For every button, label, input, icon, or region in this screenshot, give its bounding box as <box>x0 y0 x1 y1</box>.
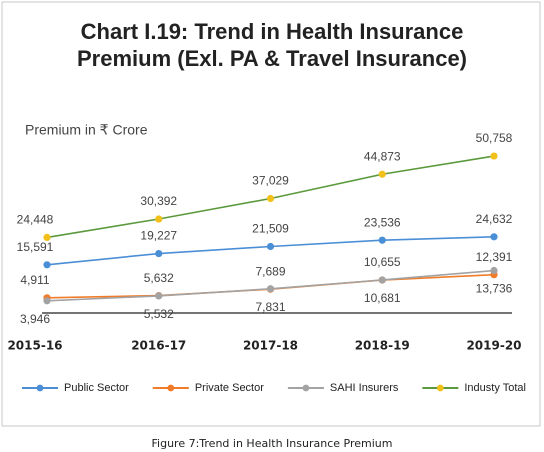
value-label: 7,831 <box>255 300 285 314</box>
point <box>266 242 275 251</box>
point <box>266 285 275 293</box>
point <box>155 292 163 300</box>
point <box>155 249 163 258</box>
value-label: 7,689 <box>255 264 285 278</box>
x-tick-label: 2016-17 <box>131 339 186 353</box>
point <box>155 215 163 223</box>
point <box>490 152 498 160</box>
point <box>490 266 498 275</box>
value-label: 5,532 <box>144 307 174 321</box>
value-label: 13,736 <box>476 282 513 296</box>
point <box>490 233 498 241</box>
point <box>378 170 386 178</box>
value-label: 44,873 <box>364 149 401 163</box>
value-label: 19,227 <box>140 229 177 243</box>
legend-marker <box>36 384 44 392</box>
value-label: 3,946 <box>20 312 50 326</box>
value-label: 12,391 <box>476 250 513 264</box>
legend-marker <box>436 384 444 392</box>
legend-marker <box>302 384 310 392</box>
value-label: 37,029 <box>252 174 289 188</box>
point <box>266 194 275 203</box>
value-label: 10,655 <box>364 255 401 269</box>
legend-label: SAHI Insurers <box>330 382 399 394</box>
x-tick-label: 2017-18 <box>243 339 298 353</box>
x-tick-label: 2015-16 <box>7 339 62 353</box>
value-label: 24,632 <box>476 212 513 226</box>
chart-frame <box>1 1 541 427</box>
unit-label: Premium in ₹ Crore <box>25 122 148 138</box>
legend-label: Private Sector <box>195 382 264 394</box>
legend-label: Industy Total <box>464 382 526 394</box>
legend-label: Public Sector <box>64 382 129 394</box>
point <box>378 276 386 284</box>
legend-marker <box>167 384 175 392</box>
point <box>43 297 51 305</box>
value-label: 23,536 <box>364 215 401 229</box>
point <box>378 236 386 244</box>
x-tick-label: 2018-19 <box>355 339 410 353</box>
value-label: 21,509 <box>252 222 289 236</box>
point <box>43 233 51 241</box>
caption: Figure 7:Trend in Health Insurance Premi… <box>152 437 393 450</box>
value-label: 30,392 <box>140 194 177 208</box>
value-label: 24,448 <box>17 213 54 227</box>
point <box>43 261 51 269</box>
value-label: 4,911 <box>20 273 49 287</box>
chart-title: Premium (Exl. PA & Travel Insurance) <box>77 46 467 71</box>
chart-title: Chart I.19: Trend in Health Insurance <box>81 19 464 44</box>
value-label: 15,591 <box>17 240 54 254</box>
value-label: 10,681 <box>364 291 401 305</box>
value-label: 5,632 <box>144 271 174 285</box>
x-tick-label: 2019-20 <box>466 339 521 353</box>
value-label: 50,758 <box>476 131 513 145</box>
